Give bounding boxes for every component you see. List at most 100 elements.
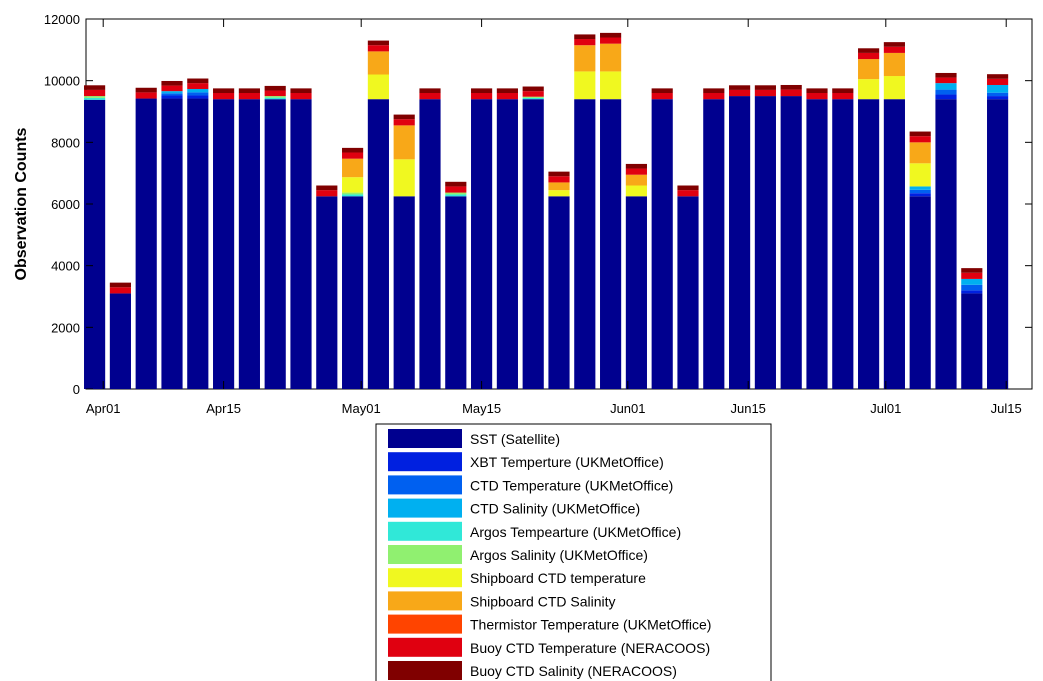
bar-segment-35-series-10: [961, 272, 983, 279]
bar-segment-33-series-3: [909, 189, 931, 194]
bar-segment-22-series-8: [625, 174, 647, 186]
y-axis-label: Observation Counts: [13, 127, 30, 280]
bar-segment-19-series-1: [548, 196, 570, 389]
bar-segment-26-series-1: [729, 96, 751, 389]
legend-swatch-4: [388, 498, 462, 518]
bar-segment-8-series-10: [264, 90, 286, 97]
bar-segment-31-series-10: [858, 52, 880, 60]
bar-segment-32-series-10: [883, 46, 905, 53]
bar-segment-12-series-10: [367, 45, 389, 52]
legend-swatch-9: [388, 614, 462, 634]
bar-segment-35-series-1: [961, 293, 983, 389]
bar-segment-34-series-2: [935, 94, 957, 100]
bar-segment-23-series-10: [651, 93, 673, 100]
legend-swatch-8: [388, 591, 462, 611]
y-tick-label: 4000: [51, 259, 80, 274]
bar-segment-7-series-1: [238, 99, 260, 390]
bar-segment-4-series-10: [161, 85, 183, 92]
bar-segment-10-series-11: [316, 185, 338, 191]
bar-segment-31-series-8: [858, 59, 880, 80]
bar-segment-36-series-10: [987, 78, 1009, 85]
bar-segment-11-series-7: [342, 177, 364, 193]
bar-segment-16-series-10: [471, 93, 493, 100]
bar-segment-15-series-1: [445, 196, 467, 389]
y-tick-label: 6000: [51, 197, 80, 212]
bar-segment-16-series-1: [471, 99, 493, 390]
bar-segment-23-series-11: [651, 88, 673, 94]
bar-segment-3-series-10: [135, 92, 157, 99]
bar-segment-15-series-10: [445, 186, 467, 193]
bar-segment-34-series-4: [935, 83, 957, 90]
bar-segment-10-series-10: [316, 190, 338, 197]
bar-segment-25-series-11: [703, 88, 725, 94]
bar-segment-33-series-10: [909, 136, 931, 143]
bar-segment-35-series-11: [961, 268, 983, 273]
bar-segment-11-series-1: [342, 196, 364, 389]
bar-segment-27-series-10: [754, 89, 776, 97]
bar-segment-2-series-11: [109, 282, 131, 288]
legend-swatch-5: [388, 521, 462, 541]
legend-swatch-10: [388, 637, 462, 657]
bar-segment-20-series-8: [574, 45, 596, 72]
legend-swatch-1: [388, 429, 462, 448]
bar-segment-6-series-11: [213, 88, 235, 94]
bar-segment-35-series-4: [961, 278, 983, 285]
bar-segment-26-series-11: [729, 85, 751, 90]
bar-segment-1-series-10: [84, 89, 106, 97]
bar-segment-18-series-10: [522, 91, 544, 97]
bar-segment-17-series-11: [496, 88, 518, 94]
legend-label-4: CTD Salinity (UKMetOffice): [470, 501, 640, 517]
x-tick-label: May01: [342, 401, 381, 416]
legend-label-8: Shipboard CTD Salinity: [470, 593, 616, 609]
bar-segment-32-series-1: [883, 99, 905, 390]
bar-segment-30-series-10: [832, 93, 854, 100]
x-tick-label: May15: [462, 401, 501, 416]
bar-segment-36-series-4: [987, 84, 1009, 93]
bar-segment-13-series-1: [393, 196, 415, 389]
legend-label-5: Argos Tempearture (UKMetOffice): [470, 524, 681, 540]
bar-segment-33-series-2: [909, 193, 931, 197]
bar-segment-9-series-10: [290, 93, 312, 100]
y-tick-label: 0: [73, 382, 80, 397]
bar-segment-15-series-6: [445, 192, 467, 195]
bar-segment-25-series-10: [703, 93, 725, 100]
bar-segment-17-series-10: [496, 93, 518, 100]
bar-segment-10-series-1: [316, 196, 338, 389]
x-tick-label: Apr15: [206, 401, 241, 416]
legend-label-11: Buoy CTD Salinity (NERACOOS): [470, 663, 677, 679]
y-tick-label: 10000: [44, 74, 80, 89]
y-tick-label: 2000: [51, 320, 80, 335]
bar-segment-20-series-11: [574, 34, 596, 40]
bar-segment-32-series-8: [883, 52, 905, 77]
bar-segment-18-series-6: [522, 96, 544, 98]
bar-segment-33-series-8: [909, 142, 931, 164]
bar-segment-4-series-11: [161, 80, 183, 86]
bar-segment-35-series-2: [961, 290, 983, 294]
bar-segment-22-series-7: [625, 185, 647, 197]
x-tick-label: Jun15: [730, 401, 765, 416]
bar-segment-21-series-11: [600, 32, 622, 38]
bar-segment-24-series-1: [677, 196, 699, 389]
bar-segment-25-series-1: [703, 99, 725, 390]
bar-segment-26-series-10: [729, 89, 751, 97]
bar-segment-28-series-11: [780, 84, 802, 90]
bar-segment-31-series-7: [858, 79, 880, 100]
bar-segment-12-series-1: [367, 99, 389, 390]
bar-segment-7-series-10: [238, 93, 260, 100]
legend-label-9: Thermistor Temperature (UKMetOffice): [470, 617, 711, 633]
bar-segment-21-series-10: [600, 37, 622, 44]
bar-segment-34-series-10: [935, 77, 957, 84]
bar-segment-32-series-7: [883, 76, 905, 100]
legend-label-3: CTD Temperature (UKMetOffice): [470, 477, 673, 493]
bar-segment-36-series-2: [987, 96, 1009, 100]
y-axis: 0 2000 4000 6000 8000 10000 12000: [44, 12, 1032, 397]
bar-segment-24-series-11: [677, 185, 699, 191]
y-tick-label: 12000: [44, 12, 80, 27]
bar-segment-15-series-5: [445, 194, 467, 197]
bar-segment-36-series-11: [987, 74, 1009, 79]
bar-segment-33-series-1: [909, 196, 931, 389]
bar-segment-19-series-11: [548, 171, 570, 177]
legend-swatch-6: [388, 545, 462, 564]
bar-segment-33-series-4: [909, 186, 931, 190]
y-tick-label: 8000: [51, 135, 80, 150]
